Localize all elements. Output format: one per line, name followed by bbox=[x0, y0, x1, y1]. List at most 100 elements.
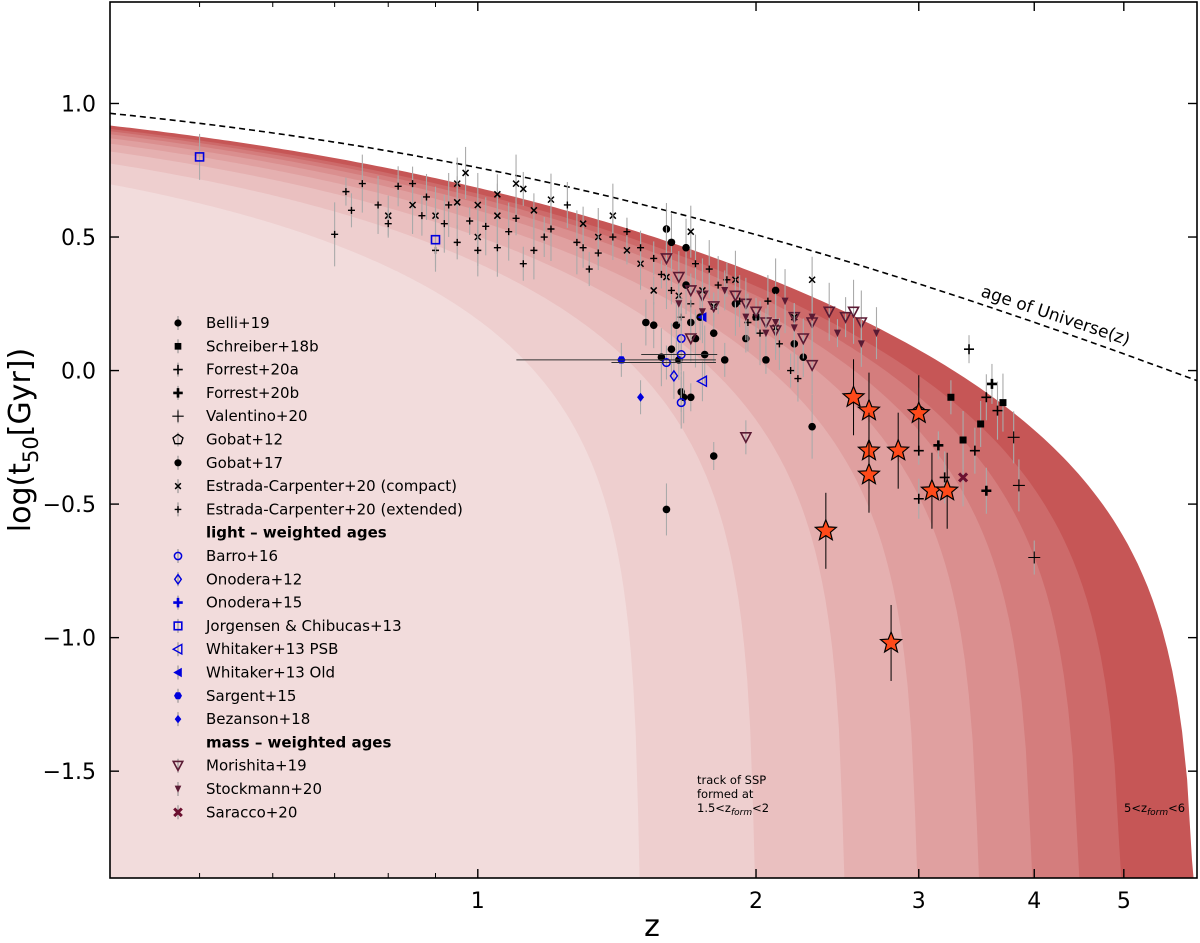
data-point bbox=[657, 353, 666, 362]
legend-label: Estrada-Carpenter+20 (extended) bbox=[206, 500, 463, 518]
data-point bbox=[194, 152, 205, 162]
x-axis-title: z bbox=[644, 909, 660, 943]
data-point bbox=[749, 306, 763, 319]
x-tick-label: 2 bbox=[749, 889, 763, 914]
data-point bbox=[493, 244, 501, 252]
data-point bbox=[1012, 479, 1025, 492]
data-point bbox=[669, 369, 679, 383]
series-onodera-12 bbox=[669, 352, 679, 399]
data-point bbox=[1007, 431, 1020, 444]
data-point bbox=[808, 313, 816, 322]
track-annotation-line2: formed at bbox=[697, 787, 754, 801]
data-point bbox=[992, 405, 1003, 416]
data-point bbox=[913, 493, 924, 504]
data-point bbox=[585, 265, 593, 273]
data-point bbox=[623, 228, 631, 236]
series-saracco-20 bbox=[958, 448, 969, 507]
data-point bbox=[676, 398, 686, 408]
data-point bbox=[540, 233, 548, 241]
data-point bbox=[347, 206, 355, 214]
data-point bbox=[657, 270, 665, 278]
data-point bbox=[698, 308, 706, 316]
data-point bbox=[729, 290, 742, 303]
data-point bbox=[505, 228, 513, 236]
data-point bbox=[686, 393, 695, 402]
data-point bbox=[709, 452, 718, 460]
legend-marker bbox=[173, 597, 183, 608]
legend-marker bbox=[173, 364, 183, 375]
data-point bbox=[682, 281, 690, 289]
data-point bbox=[493, 212, 501, 220]
data-point bbox=[512, 180, 520, 188]
data-point bbox=[672, 271, 686, 284]
data-point bbox=[609, 233, 617, 241]
legend-label: Valentino+20 bbox=[206, 407, 308, 425]
data-point bbox=[675, 300, 683, 308]
data-point bbox=[822, 306, 836, 319]
data-point bbox=[775, 340, 783, 348]
series-stockmann-20 bbox=[675, 269, 880, 367]
legend-label: Barro+16 bbox=[206, 547, 278, 565]
data-point bbox=[933, 440, 944, 451]
series-whitaker-13-psb bbox=[695, 361, 708, 402]
data-point bbox=[374, 201, 382, 209]
data-point bbox=[466, 217, 474, 225]
legend-marker bbox=[173, 551, 183, 561]
legend-header: mass – weighted ages bbox=[206, 733, 391, 751]
data-point bbox=[805, 359, 819, 372]
x-tick-label: 5 bbox=[1117, 889, 1131, 914]
data-point bbox=[662, 505, 671, 514]
legend-marker bbox=[174, 785, 182, 793]
data-point bbox=[841, 384, 866, 408]
data-point bbox=[742, 313, 750, 322]
data-point bbox=[462, 169, 470, 177]
data-point bbox=[977, 420, 985, 428]
legend-marker bbox=[171, 643, 183, 656]
legend-marker bbox=[171, 760, 185, 773]
legend-marker bbox=[174, 319, 182, 327]
data-point bbox=[474, 246, 482, 254]
data-point bbox=[762, 356, 770, 364]
data-point bbox=[579, 244, 587, 252]
series-valentino-20 bbox=[1007, 411, 1041, 575]
data-point bbox=[637, 244, 645, 252]
data-point bbox=[453, 198, 461, 206]
legend-marker bbox=[174, 692, 182, 700]
data-point bbox=[709, 329, 718, 337]
data-point bbox=[705, 265, 713, 273]
data-point bbox=[453, 238, 461, 246]
data-point bbox=[756, 329, 764, 337]
data-point bbox=[409, 201, 417, 209]
data-point bbox=[445, 201, 453, 209]
data-point bbox=[764, 297, 772, 305]
data-point bbox=[394, 182, 402, 190]
legend-marker bbox=[174, 342, 182, 350]
legend-label: Gobat+12 bbox=[206, 431, 283, 449]
legend-label: Whitaker+13 Old bbox=[206, 664, 335, 682]
data-point bbox=[833, 329, 841, 338]
data-point bbox=[872, 329, 880, 338]
universe-age-curve bbox=[110, 112, 1197, 382]
data-point bbox=[981, 485, 992, 496]
legend-label: Forrest+20b bbox=[206, 384, 299, 402]
data-point bbox=[482, 222, 490, 230]
data-point bbox=[813, 518, 838, 542]
zform-band-1.5 bbox=[110, 184, 640, 878]
data-point bbox=[637, 392, 645, 402]
legend-label: Forrest+20a bbox=[206, 361, 299, 379]
data-point bbox=[856, 462, 881, 485]
data-point bbox=[886, 438, 911, 461]
legend-marker bbox=[173, 573, 183, 586]
track-annotation-line1: track of SSP bbox=[697, 773, 766, 787]
plot-frame bbox=[109, 1, 1198, 879]
data-point bbox=[935, 478, 960, 501]
data-point bbox=[331, 230, 339, 238]
data-point bbox=[642, 318, 650, 327]
y-tick-label: −0.5 bbox=[43, 493, 96, 518]
data-point bbox=[667, 238, 676, 247]
legend-label: Schreiber+18b bbox=[206, 337, 319, 355]
series-bezanson-18 bbox=[637, 380, 645, 415]
y-tick-label: 0.0 bbox=[61, 360, 96, 385]
data-point bbox=[440, 220, 448, 228]
